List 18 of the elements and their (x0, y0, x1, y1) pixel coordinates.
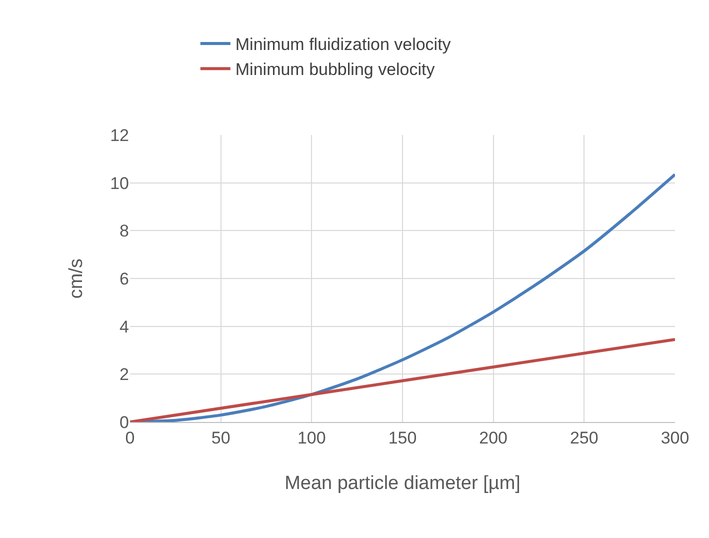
y-tick-label: 2 (120, 365, 129, 384)
line-series (130, 338, 675, 422)
y-tick-label: 6 (120, 269, 129, 288)
x-tick-label: 200 (479, 428, 508, 448)
y-axis-title: cm/s (66, 258, 87, 299)
x-tick-label: 100 (297, 428, 326, 448)
y-tick-label: 12 (110, 126, 129, 145)
x-axis-title: Mean particle diameter [µm] (284, 473, 520, 494)
y-tick-label: 10 (110, 174, 129, 193)
x-tick-label: 250 (570, 428, 598, 448)
x-tick-label: 150 (388, 428, 417, 448)
y-tick-label: 4 (120, 317, 129, 336)
x-tick-label: 50 (211, 428, 230, 448)
y-tick-label: 0 (120, 412, 129, 432)
y-tick-label: 8 (120, 222, 129, 241)
legend-label: Minimum fluidization velocity (235, 35, 452, 54)
x-tick-label: 300 (660, 428, 690, 448)
legend-label: Minimum bubbling velocity (235, 60, 436, 80)
